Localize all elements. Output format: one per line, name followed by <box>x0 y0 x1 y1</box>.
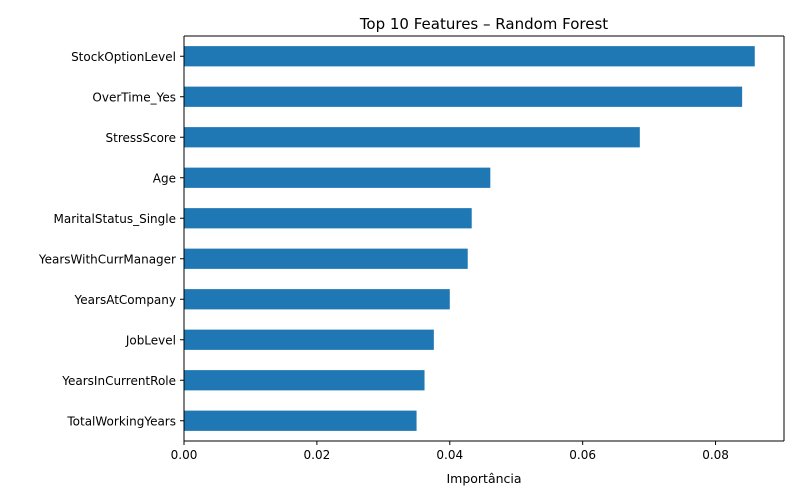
x-tick-label: 0.04 <box>436 448 463 462</box>
x-tick-label: 0.06 <box>569 448 596 462</box>
y-tick-label: YearsWithCurrManager <box>38 252 176 266</box>
x-tick-label: 0.00 <box>171 448 198 462</box>
bar-YearsWithCurrManager <box>184 248 468 269</box>
y-tick-label: YearsAtCompany <box>74 293 176 307</box>
y-tick-label: OverTime_Yes <box>92 90 176 104</box>
bar-StressScore <box>184 127 640 148</box>
x-tick-label: 0.08 <box>702 448 729 462</box>
y-tick-label: JobLevel <box>125 333 176 347</box>
y-tick-label: StockOptionLevel <box>71 50 176 64</box>
y-tick-label: YearsInCurrentRole <box>61 374 176 388</box>
bar-MaritalStatus_Single <box>184 208 472 229</box>
chart-title: Top 10 Features – Random Forest <box>359 15 608 33</box>
y-tick-label: Age <box>153 171 176 185</box>
bar-JobLevel <box>184 329 434 350</box>
bar-YearsAtCompany <box>184 289 450 310</box>
y-tick-label: StressScore <box>106 131 177 145</box>
y-tick-label: TotalWorkingYears <box>66 414 176 428</box>
bar-StockOptionLevel <box>184 46 755 67</box>
bars-layer <box>184 46 755 431</box>
x-ticks: 0.00 0.02 0.04 0.06 0.08 <box>171 441 729 462</box>
bar-TotalWorkingYears <box>184 410 417 431</box>
x-tick-label: 0.02 <box>304 448 331 462</box>
bar-Age <box>184 167 491 188</box>
bar-OverTime_Yes <box>184 86 743 107</box>
bar-YearsInCurrentRole <box>184 370 425 391</box>
x-axis-label: Importância <box>446 471 521 486</box>
axes-frame <box>183 35 785 442</box>
y-tick-labels: StockOptionLevel OverTime_Yes StressScore A… <box>38 50 184 428</box>
y-tick-label: MaritalStatus_Single <box>54 212 177 226</box>
